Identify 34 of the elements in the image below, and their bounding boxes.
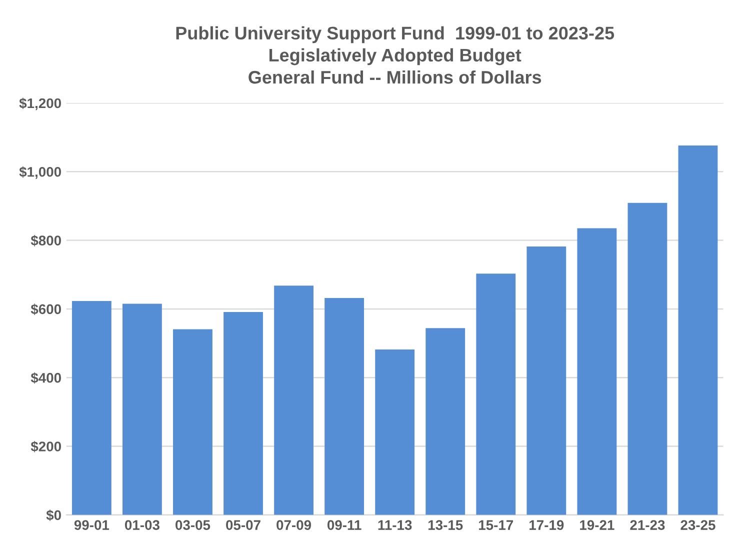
bar xyxy=(526,246,566,515)
y-tick-label: $1,000 xyxy=(19,166,61,179)
bar xyxy=(72,301,112,515)
x-tick-label: 03-05 xyxy=(176,520,210,530)
bar xyxy=(122,304,162,515)
bar xyxy=(324,298,364,515)
x-tick-label: 21-23 xyxy=(630,520,665,530)
x-tick-label: 13-15 xyxy=(428,520,463,530)
x-tick-label: 05-07 xyxy=(226,520,260,530)
bar xyxy=(476,274,516,515)
x-tick-label: 11-13 xyxy=(378,520,412,530)
bar xyxy=(274,286,314,515)
x-tick-label: 99-01 xyxy=(74,520,110,530)
x-tick-label: 09-11 xyxy=(327,520,362,530)
bar xyxy=(426,328,466,515)
x-tick-label: 23-25 xyxy=(680,520,716,530)
y-tick-label: $200 xyxy=(30,440,61,452)
y-tick-label: $400 xyxy=(30,372,61,384)
x-tick-label: 01-03 xyxy=(124,520,160,530)
y-tick-label: $1,200 xyxy=(19,98,61,110)
y-tick-label: $600 xyxy=(30,304,61,316)
y-tick-label: $800 xyxy=(30,235,61,246)
bar xyxy=(375,349,415,515)
bar xyxy=(577,228,617,515)
bar xyxy=(628,202,668,515)
bar xyxy=(224,312,263,515)
y-tick-label: $0 xyxy=(46,510,61,521)
x-tick-label: 07-09 xyxy=(276,520,312,530)
bar xyxy=(173,329,212,515)
x-tick-label: 19-21 xyxy=(580,520,614,530)
chart-title: Public University Support Fund 1999-01 to 2023-25 Legislatively Adopted Budget General Fund -- Millions of Dollars xyxy=(176,26,614,84)
bar xyxy=(678,146,718,515)
x-tick-label: 17-19 xyxy=(530,520,564,530)
x-tick-label: 15-17 xyxy=(478,520,514,530)
